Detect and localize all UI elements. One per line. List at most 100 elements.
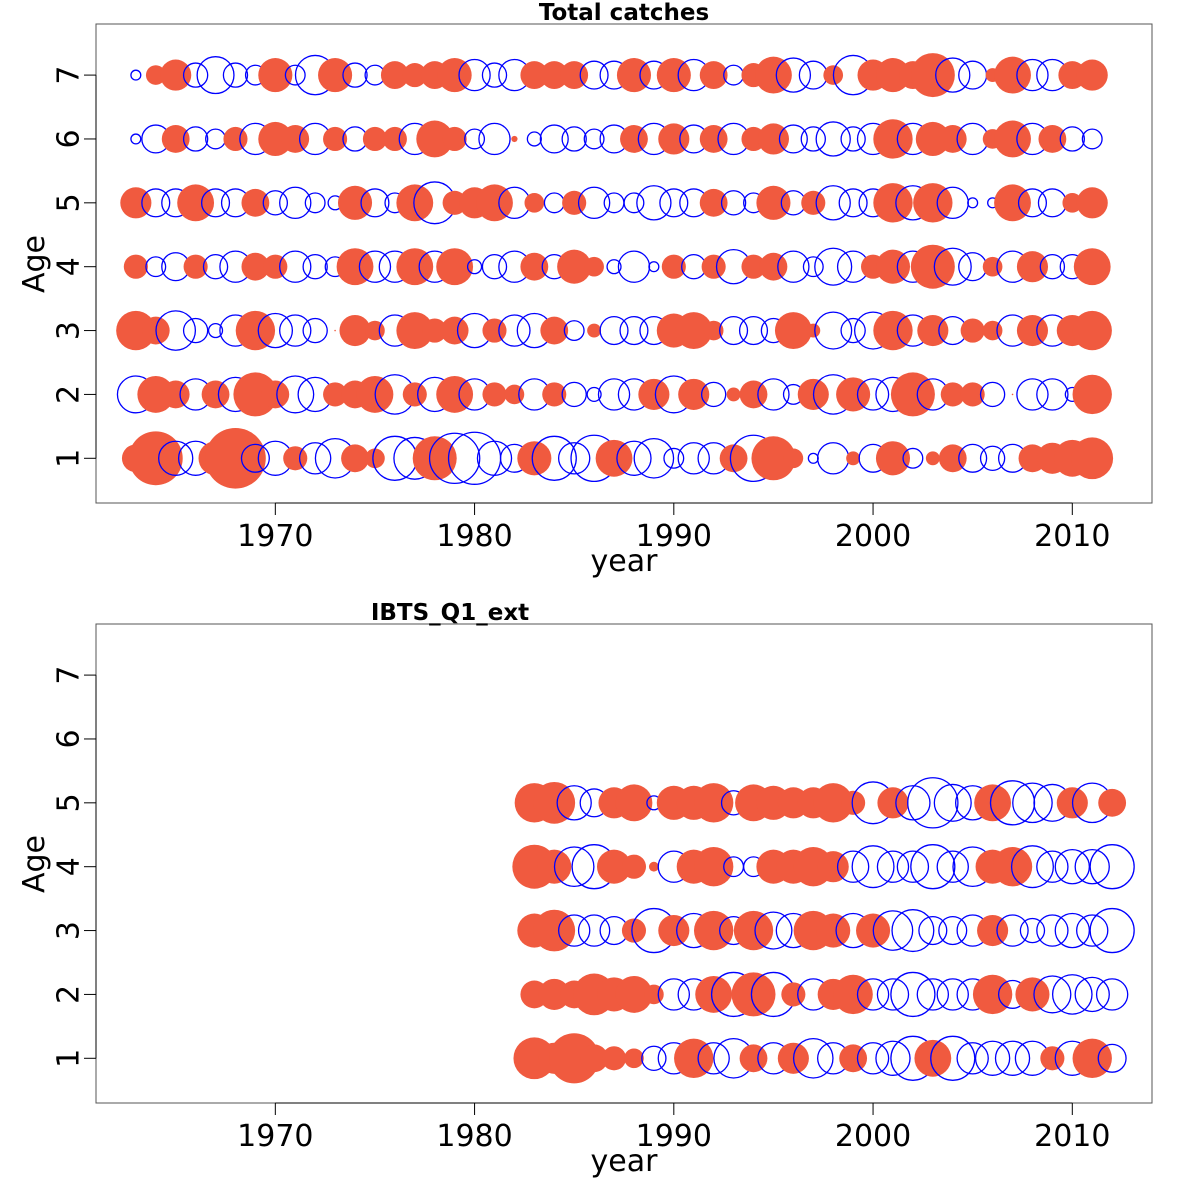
bubble [756,185,791,220]
bubble [531,435,577,481]
bubble [703,320,724,341]
bubble [1089,907,1135,954]
bubble [1038,125,1067,153]
bubble [258,58,293,93]
bubble [205,128,227,150]
bubble [606,259,622,275]
x-tick-label: 1990 [636,519,712,554]
bubble [925,451,940,466]
bubble [800,126,826,152]
bubble [813,783,853,823]
bubble [719,315,749,346]
bubble [738,315,769,346]
bubble [1016,58,1049,92]
x-axis-title: year [591,544,659,579]
bubble [539,124,569,154]
bubble [1054,849,1090,885]
bubble [382,126,407,152]
bubble [235,310,276,351]
bubble [436,376,474,413]
bubble [560,61,589,90]
bubble [562,190,587,215]
y-tick-label: 4 [52,857,87,876]
bubble [816,442,850,475]
bubble [422,318,447,343]
bubble [1054,912,1090,949]
bubble [481,62,508,88]
x-tick-label: 1970 [237,519,313,554]
bubble [261,380,290,409]
bubble [412,436,457,481]
bubble [815,185,851,221]
bubble [792,1037,834,1079]
y-tick-label: 2 [52,385,87,404]
bubble [873,183,913,223]
bubble [1016,378,1049,411]
bubble [875,249,911,284]
bubble [731,972,776,1017]
bubble [334,329,336,332]
bubble [1019,917,1046,944]
bubble [615,976,653,1013]
bubble [726,387,741,402]
bubble [775,57,812,93]
bubble [533,909,576,952]
bubble [938,916,968,946]
bubble [538,978,570,1010]
bubble [974,1040,1011,1076]
x-axis: 1970 1980 1990 2000 2010 [237,1102,1110,1154]
bubble [815,121,851,157]
bubble [930,1035,976,1081]
bubble [240,443,270,473]
bubble [128,431,183,486]
bubble [577,186,611,220]
bubble [323,126,348,152]
y-axis: 1 2 3 4 5 6 7 [52,66,97,468]
bubble [1071,437,1114,480]
bubble [933,783,972,822]
bubble [577,914,611,947]
bubble [141,188,171,218]
x-tick-label: 2000 [835,519,911,554]
bubble [145,65,166,85]
bubble [636,185,672,221]
bubble [137,376,175,413]
bubble [482,318,507,343]
bubble [621,918,647,943]
bubble [276,375,315,414]
y-tick-label: 6 [52,729,87,748]
bubble [616,440,652,476]
bubble [675,312,713,349]
bubble [416,120,454,158]
bubble [918,916,948,946]
bubble [719,444,748,473]
bubble [302,253,328,280]
bubble [624,1048,644,1069]
bubble [781,982,806,1007]
bubble [910,53,955,98]
bubble [838,188,868,218]
bubble [960,318,985,343]
bubble [182,62,209,88]
bubble [1074,976,1110,1013]
x-axis-title: year [591,1144,659,1179]
bubble [648,261,660,273]
bubble [279,186,312,220]
bubble [257,312,294,349]
bubble [158,440,194,476]
bubble [807,452,819,464]
bubble [623,192,645,214]
bubble [648,861,659,872]
bubble [557,442,591,475]
bubble [759,252,788,281]
bubble [298,442,332,475]
bubble [597,378,631,411]
bubble [720,190,747,216]
bubble [1076,187,1108,219]
bubble [223,126,248,152]
bubble [1017,188,1048,218]
bubble [1074,849,1110,885]
x-tick-label: 1990 [636,1119,712,1154]
bubble [520,61,549,90]
y-axis-title: Age [17,235,52,293]
